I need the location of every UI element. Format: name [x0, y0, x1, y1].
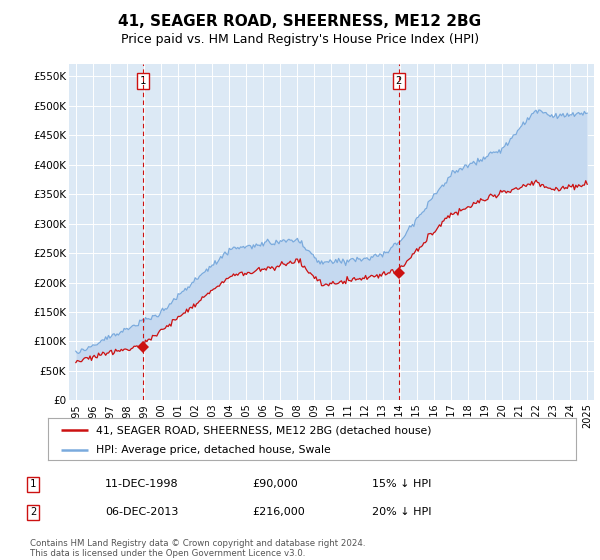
Text: 20% ↓ HPI: 20% ↓ HPI [372, 507, 431, 517]
Text: HPI: Average price, detached house, Swale: HPI: Average price, detached house, Swal… [95, 445, 330, 455]
Text: 1: 1 [30, 479, 36, 489]
Text: £90,000: £90,000 [252, 479, 298, 489]
Text: 06-DEC-2013: 06-DEC-2013 [105, 507, 178, 517]
Text: 11-DEC-1998: 11-DEC-1998 [105, 479, 179, 489]
Text: 15% ↓ HPI: 15% ↓ HPI [372, 479, 431, 489]
Text: 1: 1 [140, 76, 146, 86]
Text: Contains HM Land Registry data © Crown copyright and database right 2024.
This d: Contains HM Land Registry data © Crown c… [30, 539, 365, 558]
Text: 41, SEAGER ROAD, SHEERNESS, ME12 2BG (detached house): 41, SEAGER ROAD, SHEERNESS, ME12 2BG (de… [95, 425, 431, 435]
Text: 2: 2 [396, 76, 402, 86]
Text: 2: 2 [30, 507, 36, 517]
Text: 41, SEAGER ROAD, SHEERNESS, ME12 2BG: 41, SEAGER ROAD, SHEERNESS, ME12 2BG [118, 14, 482, 29]
Text: £216,000: £216,000 [252, 507, 305, 517]
Text: Price paid vs. HM Land Registry's House Price Index (HPI): Price paid vs. HM Land Registry's House … [121, 32, 479, 46]
